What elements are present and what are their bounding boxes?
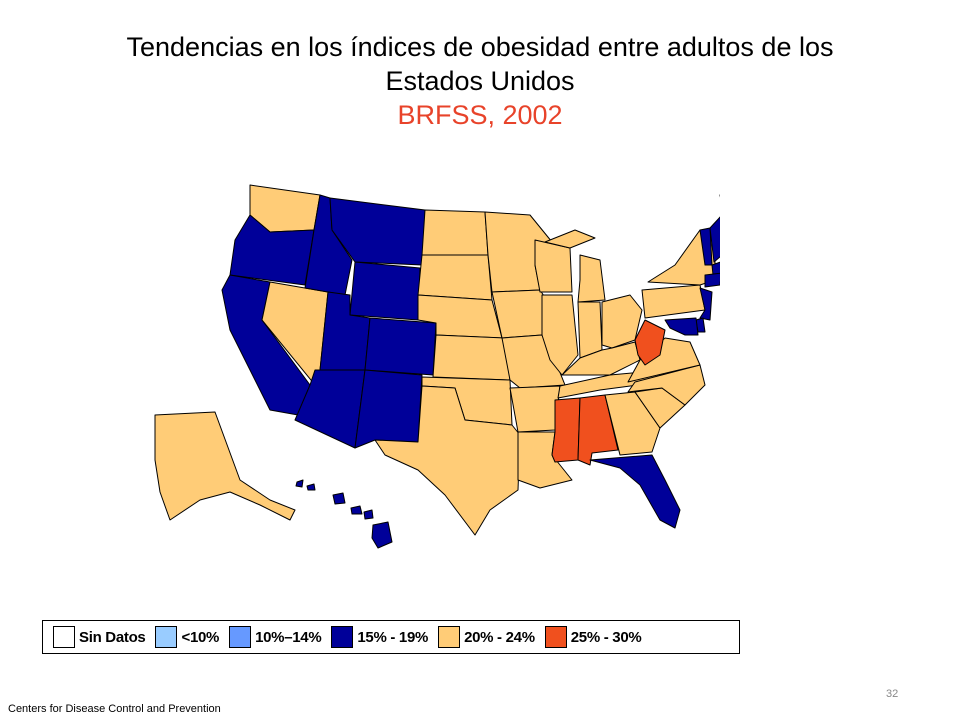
legend-label: 10%–14%	[255, 628, 322, 646]
legend-label: Sin Datos	[79, 628, 146, 646]
state-NM	[354, 369, 423, 449]
legend-label: 20% - 24%	[464, 628, 535, 646]
state-MI	[544, 229, 606, 303]
legend-swatch-no-data	[53, 626, 75, 648]
legend-swatch-10-14	[229, 626, 252, 648]
legend-item-lt10: <10%	[155, 626, 219, 648]
title-line-2: Estados Unidos	[385, 66, 575, 96]
title-line-1: Tendencias en los índices de obesidad en…	[126, 32, 834, 62]
legend-swatch-20-24	[438, 626, 461, 648]
state-MD	[664, 317, 699, 336]
state-IA	[491, 289, 551, 339]
state-FL	[589, 454, 681, 529]
footer-source: Centers for Disease Control and Preventi…	[8, 703, 221, 715]
legend-item-10-14: 10%–14%	[229, 626, 322, 648]
state-CT	[704, 272, 720, 288]
state-ND	[421, 209, 489, 256]
legend-swatch-25-30	[544, 626, 567, 648]
legend-swatch-lt10	[155, 626, 178, 648]
state-WI	[534, 239, 573, 293]
state-MA	[711, 261, 720, 276]
state-HI	[295, 479, 393, 549]
legend-item-15-19: 15% - 19%	[331, 626, 428, 648]
state-GA	[604, 391, 661, 456]
page-number: 32	[886, 688, 899, 700]
state-NH	[709, 216, 720, 263]
legend-item-no-data: Sin Datos	[53, 626, 146, 648]
state-IN	[577, 301, 603, 359]
state-MS	[551, 397, 581, 463]
state-TX	[374, 385, 521, 536]
state-AK	[154, 411, 296, 521]
map-legend: Sin Datos <10% 10%–14% 15% - 19% 20% - 2…	[42, 620, 740, 654]
state-WV	[634, 319, 666, 366]
state-PA	[641, 284, 706, 319]
state-KY	[561, 341, 641, 376]
state-WY	[349, 261, 421, 321]
legend-label: 25% - 30%	[570, 628, 642, 646]
state-AR	[509, 385, 561, 433]
us-obesity-map	[154, 184, 720, 549]
state-AZ	[294, 369, 366, 449]
state-SD	[417, 254, 493, 301]
state-CO	[364, 317, 437, 376]
legend-item-25-30: 25% - 30%	[544, 626, 642, 648]
state-KS	[432, 334, 511, 381]
state-NJ	[699, 287, 713, 321]
legend-swatch-15-19	[331, 626, 354, 648]
slide-title: Tendencias en los índices de obesidad en…	[0, 30, 960, 132]
legend-label: <10%	[181, 628, 220, 646]
legend-label: 15% - 19%	[357, 628, 429, 646]
state-MT	[329, 197, 426, 266]
title-subtitle: BRFSS, 2002	[397, 100, 563, 130]
legend-item-20-24: 20% - 24%	[438, 626, 535, 648]
